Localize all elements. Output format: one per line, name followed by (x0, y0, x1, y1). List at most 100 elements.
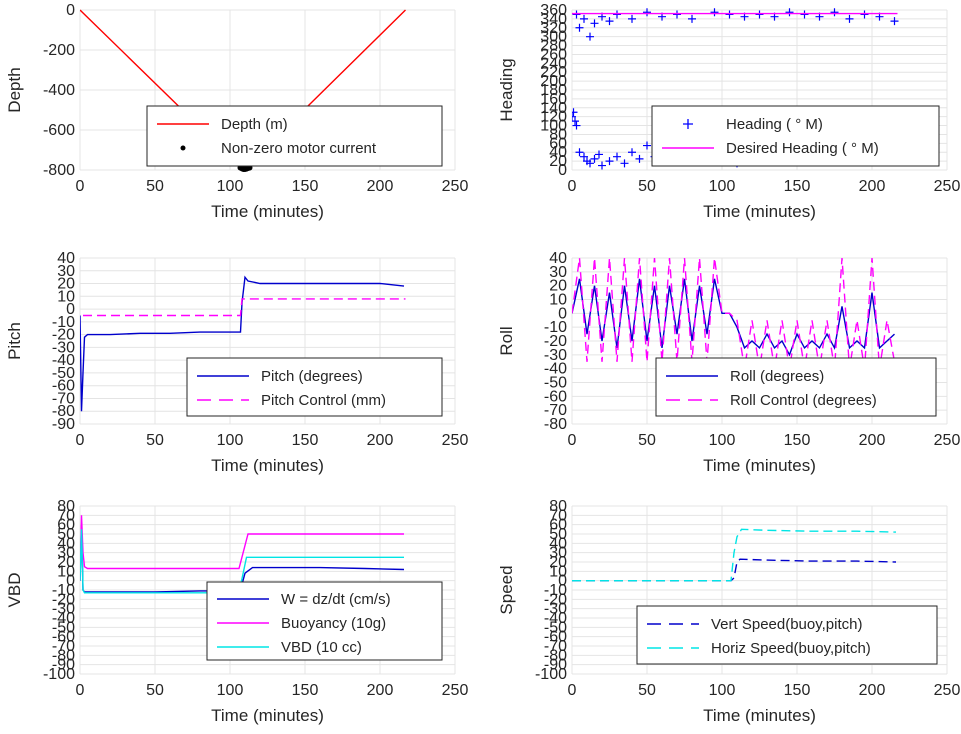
heading-point (605, 157, 614, 166)
y-tick-label: 360 (540, 2, 567, 19)
chart-panel-speed: 0 50 100 150 200 250-100-90-80-70-60-50-40-30… (497, 498, 960, 725)
y-tick-label: -90 (544, 657, 567, 674)
heading-point (845, 14, 854, 23)
y-tick-label: 0 (558, 162, 567, 179)
x-tick-label: 250 (934, 178, 961, 195)
x-tick-label: 150 (292, 682, 319, 699)
legend-box (186, 357, 443, 417)
chart-panel-pitch: 0 50 100 150 200 250-90-80-70-60-50-40-30-20-… (5, 250, 468, 475)
y-tick-label: -90 (52, 416, 75, 433)
y-tick-label: 50 (549, 526, 567, 543)
y-tick-label: -50 (52, 365, 75, 382)
y-tick-label: -50 (52, 619, 75, 636)
heading-point (860, 10, 869, 19)
heading-point (572, 121, 581, 130)
legend-box (651, 105, 940, 167)
y-tick-label: 40 (57, 535, 75, 552)
y-tick-label: 30 (549, 545, 567, 562)
legend-box (655, 357, 937, 417)
y-axis-label: Heading (497, 58, 516, 121)
y-tick-label: -60 (52, 378, 75, 395)
heading-point (800, 10, 809, 19)
y-tick-label: -80 (52, 403, 75, 420)
y-tick-label: -40 (544, 361, 567, 378)
y-tick-label: -20 (52, 327, 75, 344)
y-tick-label: -100 (535, 666, 567, 683)
heading-point (586, 159, 594, 168)
x-tick-label: 0 (76, 682, 85, 699)
legend-label: Heading ( ° M) (726, 116, 823, 133)
x-tick-label: 150 (784, 432, 811, 449)
heading-point (755, 10, 764, 19)
x-axis-label: Time (minutes) (703, 202, 816, 221)
y-tick-label: -100 (43, 666, 75, 683)
x-axis-label: Time (minutes) (211, 706, 324, 725)
y-tick-label: 10 (549, 292, 567, 309)
series-vbd-10-cc-line (80, 529, 404, 594)
y-tick-label: -30 (544, 601, 567, 618)
y-axis-label: Roll (497, 326, 516, 355)
y-tick-label: 280 (540, 38, 567, 55)
heading-point (572, 117, 579, 126)
y-tick-label: -20 (544, 333, 567, 350)
y-tick-label: -200 (43, 42, 75, 59)
x-tick-label: 250 (442, 178, 469, 195)
y-tick-label: 20 (57, 554, 75, 571)
y-tick-label: 300 (540, 29, 567, 46)
y-tick-label: -60 (544, 629, 567, 646)
x-tick-label: 100 (709, 682, 736, 699)
x-tick-label: 100 (217, 178, 244, 195)
y-axis-label: Pitch (5, 322, 24, 360)
y-tick-label: -70 (52, 638, 75, 655)
legend-box (146, 105, 443, 167)
y-tick-label: -60 (544, 388, 567, 405)
y-tick-label: -60 (52, 629, 75, 646)
heading-point (628, 148, 636, 157)
heading-point (628, 14, 636, 23)
legend: Depth (m) Non-zero motor current (146, 105, 443, 167)
y-tick-label: 10 (57, 288, 75, 305)
x-tick-label: 0 (568, 432, 577, 449)
legend-label: VBD (10 cc) (281, 639, 362, 656)
series-vert-speed-buoy-pitch-line (572, 558, 897, 582)
y-tick-label: -50 (544, 375, 567, 392)
heading-point (620, 159, 629, 168)
y-tick-label: -40 (52, 352, 75, 369)
x-tick-label: 0 (568, 682, 577, 699)
x-tick-label: 200 (859, 178, 886, 195)
heading-point (595, 150, 603, 159)
y-tick-label: 240 (540, 55, 567, 72)
legend-label: Roll (degrees) (730, 368, 824, 385)
heading-point (890, 17, 899, 26)
heading-point (785, 8, 794, 17)
series-buoyancy-10g-line (80, 515, 404, 581)
y-tick-label: 200 (540, 73, 567, 90)
y-tick-label: 20 (549, 554, 567, 571)
series-group (80, 275, 406, 412)
x-axis-label: Time (minutes) (211, 202, 324, 221)
heading-point (572, 112, 576, 121)
series-pitch-control-mm-line (83, 298, 406, 317)
y-tick-label: -600 (43, 122, 75, 139)
y-tick-label: -10 (544, 319, 567, 336)
x-tick-label: 100 (217, 682, 244, 699)
y-tick-label: -40 (544, 610, 567, 627)
x-tick-label: 50 (638, 178, 656, 195)
y-tick-label: 10 (549, 563, 567, 580)
y-tick-label: 70 (57, 507, 75, 524)
y-axis-label: VBD (5, 573, 24, 608)
y-tick-label: 0 (66, 301, 75, 318)
heading-point (613, 152, 621, 161)
legend-label: Pitch Control (mm) (261, 392, 386, 409)
legend-label: Roll Control (degrees) (730, 392, 877, 409)
heading-point (590, 154, 599, 163)
x-tick-label: 50 (638, 432, 656, 449)
heading-point (643, 141, 651, 150)
y-tick-label: 220 (540, 64, 567, 81)
series-pitch-degrees-line (80, 275, 405, 412)
heading-point (710, 8, 719, 17)
x-tick-label: 200 (859, 432, 886, 449)
x-tick-label: 200 (367, 178, 394, 195)
heading-point (572, 108, 578, 117)
legend-label: Buoyancy (10g) (281, 615, 386, 632)
